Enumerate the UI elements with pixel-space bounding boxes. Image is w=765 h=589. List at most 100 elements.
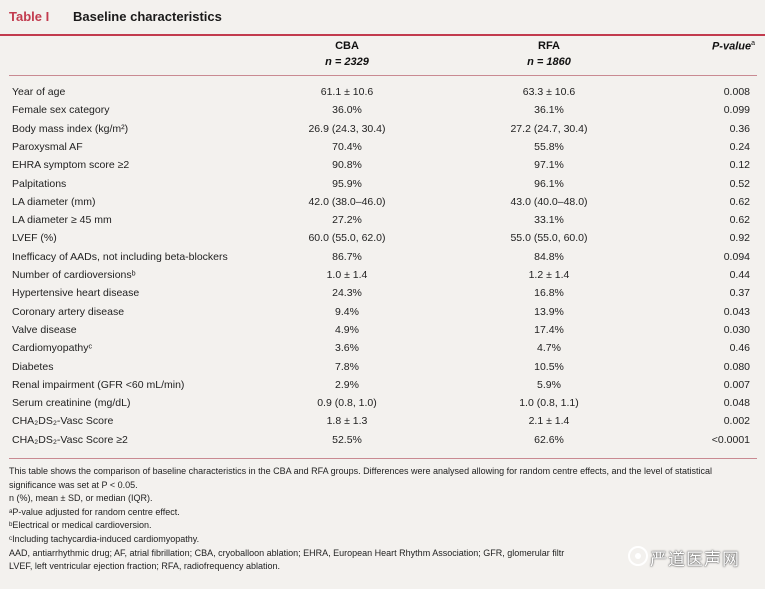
row-label: EHRA symptom score ≥2 [12, 159, 130, 172]
cba-value: 60.0 (55.0, 62.0) [308, 232, 386, 245]
cba-value: 95.9% [332, 177, 362, 190]
cba-value: 70.4% [332, 140, 362, 153]
row-label: Valve disease [12, 323, 77, 336]
rfa-value: 17.4% [534, 323, 564, 336]
cba-value: 9.4% [335, 305, 359, 318]
rfa-n: n = 1860 [527, 56, 571, 68]
row-label: Palpitations [12, 177, 67, 190]
footnote-line: ᵃP-value adjusted for random centre effe… [9, 506, 180, 517]
header-rule [9, 75, 757, 76]
pvalue-sup: a [751, 40, 755, 47]
table-row: LVEF (%) 60.0 (55.0, 62.0) 55.0 (55.0, 60.… [0, 230, 765, 248]
rfa-value: 1.0 (0.8, 1.1) [519, 397, 579, 410]
rfa-value: 10.5% [534, 360, 564, 373]
cba-value: 1.8 ± 1.3 [326, 415, 368, 428]
cba-label: CBA [335, 40, 359, 52]
footnote-line: LVEF, left ventricular ejection fraction… [9, 561, 280, 572]
cba-value: 42.0 (38.0–46.0) [308, 195, 386, 208]
pvalue-label: P-value [711, 40, 752, 53]
row-label: Serum creatinine (mg/dL) [12, 397, 131, 410]
footnote-line: significance was set at P < 0.05. [9, 479, 138, 490]
p-value: 0.24 [729, 140, 750, 153]
table-row: Body mass index (kg/m²) 26.9 (24.3, 30.4)… [0, 121, 765, 139]
row-label: Number of cardioversionsᵇ [12, 269, 136, 281]
row-label: Diabetes [12, 360, 54, 373]
rfa-value: 55.0 (55.0, 60.0) [510, 232, 588, 245]
table-row: Inefficacy of AADs, not including beta-b… [0, 249, 765, 267]
p-value: 0.007 [723, 378, 750, 391]
table-title: Baseline characteristics [73, 9, 222, 24]
p-value: 0.080 [723, 360, 750, 373]
table-row: Diabetes 7.8% 10.5% 0.080 [0, 359, 765, 377]
p-value: 0.92 [729, 232, 750, 245]
table-label: Table I [9, 9, 50, 24]
row-label: Cardiomyopathyᶜ [12, 342, 93, 355]
rfa-value: 27.2 (24.7, 30.4) [510, 122, 588, 135]
row-label: Female sex category [12, 104, 110, 117]
bottom-rule [9, 458, 757, 459]
rfa-value: 13.9% [534, 305, 564, 318]
cba-value: 7.8% [335, 360, 359, 373]
row-label: LA diameter ≥ 45 mm [12, 214, 112, 227]
column-header-cba: CBA n = 2329 [282, 40, 412, 68]
p-value: 0.030 [723, 323, 750, 336]
cba-value: 2.9% [335, 378, 359, 391]
rfa-value: 55.8% [534, 140, 564, 153]
p-value: 0.099 [723, 104, 750, 117]
p-value: 0.094 [723, 250, 750, 263]
row-label: Renal impairment (GFR <60 mL/min) [12, 378, 185, 391]
p-value: 0.62 [729, 214, 750, 227]
table-row: Coronary artery disease 9.4% 13.9% 0.043 [0, 304, 765, 322]
column-header-rfa: RFA n = 1860 [484, 40, 614, 68]
footnote-line: ᶜIncluding tachycardia-induced cardiomyo… [9, 534, 200, 544]
table-row: Cardiomyopathyᶜ 3.6% 4.7% 0.46 [0, 340, 765, 358]
footnote-line: ᵇElectrical or medical cardioversion. [9, 520, 152, 531]
rfa-value: 5.9% [537, 378, 561, 391]
cba-value: 61.1 ± 10.6 [320, 86, 374, 98]
rfa-value: 2.1 ± 1.4 [528, 415, 570, 428]
rfa-value: 97.1% [534, 159, 564, 172]
footnote-line: This table shows the comparison of basel… [9, 466, 713, 476]
cba-value: 1.0 ± 1.4 [326, 269, 368, 281]
row-label: Year of age [12, 86, 66, 98]
footnote-line: n (%), mean ± SD, or median (IQR). [9, 493, 153, 504]
column-header-pvalue: P-valuea [680, 40, 755, 53]
p-value: 0.37 [729, 287, 750, 300]
table-row: CHA₂DS₂-Vasc Score ≥2 52.5% 62.6% <0.0001 [0, 432, 765, 450]
p-value: 0.002 [723, 415, 750, 428]
table-row: CHA₂DS₂-Vasc Score 1.8 ± 1.3 2.1 ± 1.4 0.00… [0, 413, 765, 431]
table-row: Valve disease 4.9% 17.4% 0.030 [0, 322, 765, 340]
p-value: 0.12 [729, 159, 750, 172]
cba-value: 24.3% [332, 287, 362, 300]
rfa-value: 43.0 (40.0–48.0) [510, 195, 588, 208]
rfa-value: 33.1% [534, 214, 564, 227]
p-value: 0.46 [729, 342, 750, 355]
row-label: CHA₂DS₂-Vasc Score ≥2 [12, 433, 128, 446]
rfa-value: 84.8% [534, 250, 564, 263]
rfa-value: 62.6% [534, 433, 564, 446]
rfa-value: 4.7% [537, 342, 561, 355]
p-value: 0.62 [729, 195, 750, 208]
p-value: 0.043 [723, 305, 750, 318]
table-row: Hypertensive heart disease 24.3% 16.8% 0.37 [0, 285, 765, 303]
cba-value: 26.9 (24.3, 30.4) [308, 122, 386, 135]
watermark-text: 严道医声网 [650, 550, 740, 570]
table-row: Female sex category 36.0% 36.1% 0.099 [0, 102, 765, 120]
table-row: Serum creatinine (mg/dL) 0.9 (0.8, 1.0) 1.… [0, 395, 765, 413]
cba-value: 90.8% [332, 159, 362, 172]
cba-value: 27.2% [332, 214, 362, 227]
row-label: Paroxysmal AF [12, 140, 83, 153]
table-title-bar: Table I Baseline characteristics [0, 0, 765, 36]
table-row: Palpitations 95.9% 96.1% 0.52 [0, 176, 765, 194]
table-row: LA diameter (mm) 42.0 (38.0–46.0) 43.0 (40… [0, 194, 765, 212]
row-label: LA diameter (mm) [12, 195, 96, 208]
footnote-line: AAD, antiarrhythmic drug; AF, atrial fib… [9, 547, 565, 558]
row-label: Inefficacy of AADs, not including beta-b… [12, 250, 228, 263]
rfa-value: 36.1% [534, 104, 564, 117]
p-value: 0.52 [729, 177, 750, 190]
cba-value: 36.0% [332, 104, 362, 117]
p-value: 0.048 [723, 397, 750, 410]
cba-value: 86.7% [332, 250, 362, 263]
watermark-logo-icon [628, 546, 648, 566]
row-label: Body mass index (kg/m²) [12, 122, 129, 135]
